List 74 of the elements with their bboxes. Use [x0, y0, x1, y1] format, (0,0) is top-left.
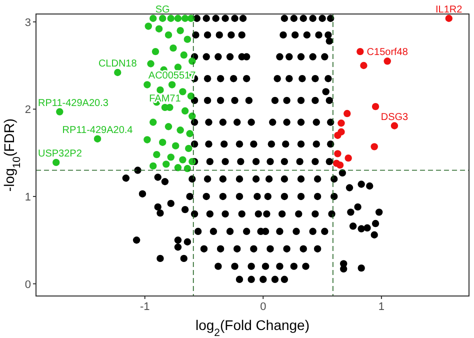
point	[162, 160, 170, 168]
point	[144, 22, 152, 30]
point	[164, 31, 172, 39]
annotation: DSG3	[380, 112, 409, 123]
point	[179, 88, 186, 96]
point	[344, 154, 352, 162]
point	[152, 48, 160, 56]
point	[172, 142, 180, 150]
point	[144, 136, 151, 144]
point	[147, 60, 154, 68]
point	[174, 64, 182, 71]
point	[179, 156, 186, 164]
x-tick-label: 1	[378, 301, 385, 313]
point	[167, 154, 174, 161]
point	[150, 118, 157, 126]
point	[188, 158, 196, 166]
annotation: USP32P2	[38, 148, 82, 160]
point	[164, 123, 172, 130]
point	[338, 120, 345, 127]
point	[144, 81, 151, 88]
point	[150, 14, 157, 22]
point	[174, 14, 182, 22]
point	[187, 92, 195, 100]
point	[185, 144, 192, 152]
point	[372, 102, 380, 110]
y-tick-label: 0	[24, 278, 31, 291]
point	[445, 14, 452, 22]
y-tick-label: 3	[24, 16, 31, 29]
point	[360, 62, 368, 70]
point	[181, 107, 189, 115]
point	[356, 48, 364, 56]
point	[168, 81, 176, 88]
point	[153, 150, 160, 158]
point	[56, 108, 64, 116]
point	[336, 161, 344, 169]
y-tick-label: 2	[24, 104, 31, 116]
y-tick-label: 1	[24, 191, 31, 204]
point	[334, 132, 342, 139]
annotation: FAM71	[149, 93, 182, 104]
point	[170, 44, 177, 52]
annotation: IL1R2	[436, 4, 463, 16]
annotation: RP11-429A20.3	[38, 98, 109, 109]
point	[184, 36, 192, 43]
point	[114, 68, 122, 76]
annotation: CLDN18	[98, 58, 138, 70]
x-tick-label: -1	[140, 301, 150, 313]
point	[187, 14, 195, 22]
point	[181, 14, 189, 22]
point	[188, 112, 196, 120]
point	[184, 164, 192, 172]
point	[390, 122, 398, 130]
annotation: C15orf48	[366, 47, 408, 58]
point	[174, 164, 182, 172]
point	[150, 162, 157, 170]
point	[188, 58, 196, 65]
point	[384, 58, 391, 65]
annotation: RP11-429A20.4	[62, 124, 134, 136]
point	[158, 14, 166, 22]
x-axis-title: log$_{2}$(Fold Change)	[195, 317, 310, 338]
point	[94, 135, 102, 142]
point	[156, 86, 164, 94]
point	[186, 130, 194, 138]
point	[334, 150, 342, 158]
annotation: SG	[155, 4, 170, 16]
point	[180, 51, 188, 59]
point	[344, 110, 351, 118]
point	[176, 126, 184, 134]
point	[52, 158, 60, 166]
x-tick-label: 0	[260, 301, 266, 313]
point	[370, 143, 378, 150]
point	[176, 26, 184, 34]
point	[167, 14, 174, 22]
point	[158, 138, 166, 146]
point	[155, 25, 163, 32]
